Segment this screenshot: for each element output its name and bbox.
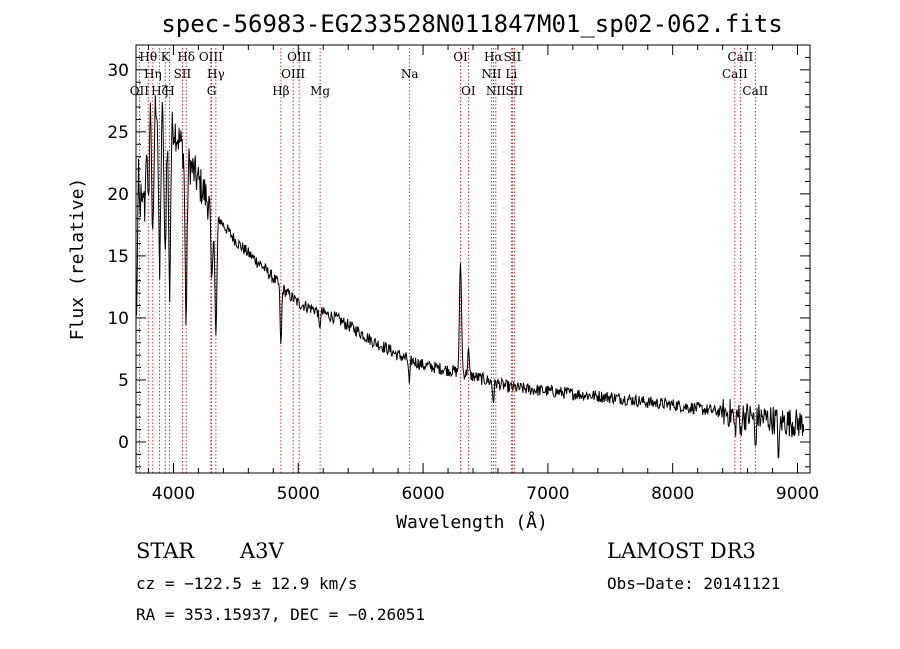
x-axis-label: Wavelength (Å) <box>396 511 548 533</box>
x-axis-ticks: 4000 5000 6000 7000 8000 9000 <box>147 45 819 504</box>
line-label: Na <box>401 67 419 81</box>
info-panel: STAR A3V LAMOST DR3 cz = −122.5 ± 12.9 k… <box>136 539 780 624</box>
line-label: NII <box>481 67 501 81</box>
y-axis-ticks: 0 5 10 15 20 25 30 <box>107 56 810 468</box>
line-label: Hζ <box>151 84 168 98</box>
y-tick-label: 30 <box>107 61 129 81</box>
line-label: OIII <box>287 50 311 64</box>
line-label: SII <box>504 50 522 64</box>
x-tick-label: 6000 <box>401 484 444 504</box>
line-label: Hα <box>484 50 503 64</box>
line-label: Li <box>505 67 517 81</box>
y-tick-label: 10 <box>107 309 129 329</box>
x-tick-label: 4000 <box>152 484 195 504</box>
line-label: K <box>161 50 171 64</box>
object-class: STAR <box>136 539 195 563</box>
line-label: OIII <box>281 67 305 81</box>
x-tick-label: 5000 <box>277 484 320 504</box>
line-label: CaII <box>727 50 753 64</box>
line-label: SII <box>174 67 192 81</box>
line-label: Hη <box>144 67 162 81</box>
line-label: Hθ <box>139 50 157 64</box>
ra-dec: RA = 353.15937, DEC = −0.26051 <box>136 605 425 624</box>
line-label: OI <box>453 50 468 64</box>
survey-name: LAMOST DR3 <box>607 539 756 563</box>
spectrum-line <box>136 95 805 459</box>
line-label: H <box>164 84 174 98</box>
y-tick-label: 25 <box>107 123 129 143</box>
line-label: OI <box>461 84 476 98</box>
line-label: Hγ <box>207 67 225 81</box>
y-tick-label: 0 <box>118 433 129 453</box>
line-label: SII <box>505 84 523 98</box>
x-tick-label: 8000 <box>651 484 694 504</box>
line-label: CaII <box>722 67 748 81</box>
line-label: OII <box>130 84 150 98</box>
y-axis-label: Flux (relative) <box>67 178 88 341</box>
observation-date: Obs−Date: 20141121 <box>607 574 780 593</box>
y-tick-label: 15 <box>107 247 129 267</box>
y-tick-label: 20 <box>107 185 129 205</box>
line-label: CaII <box>742 84 768 98</box>
object-subclass: A3V <box>239 539 285 563</box>
line-label: G <box>207 84 217 98</box>
spectral-line-markers <box>138 48 756 473</box>
chart-title: spec-56983-EG233528N011847M01_sp02-062.f… <box>161 10 782 38</box>
line-label: NII <box>486 84 506 98</box>
line-label: OIII <box>199 50 223 64</box>
x-tick-label: 7000 <box>526 484 569 504</box>
line-label: Hβ <box>272 84 289 98</box>
line-label: Hδ <box>177 50 195 64</box>
line-label: Mg <box>310 84 330 98</box>
y-tick-label: 5 <box>118 371 129 391</box>
x-tick-label: 9000 <box>776 484 819 504</box>
redshift-cz: cz = −122.5 ± 12.9 km/s <box>136 574 358 593</box>
